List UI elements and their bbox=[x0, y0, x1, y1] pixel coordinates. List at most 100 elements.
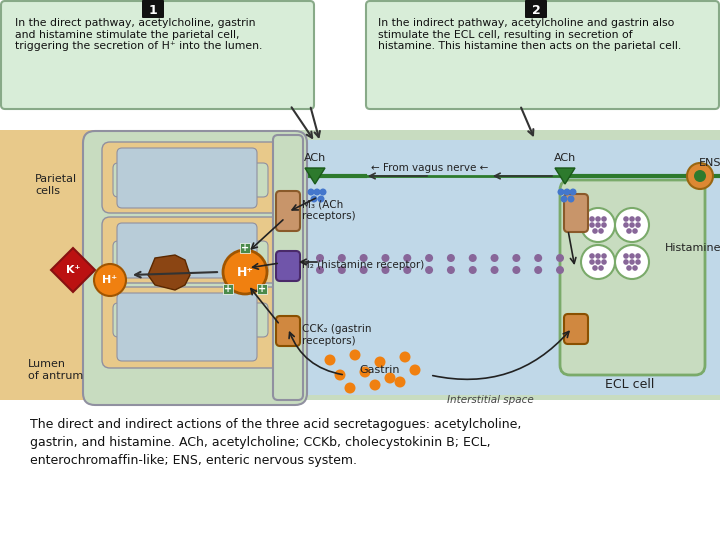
FancyBboxPatch shape bbox=[113, 241, 268, 275]
Bar bbox=[240, 243, 250, 253]
Bar bbox=[257, 284, 267, 294]
Circle shape bbox=[338, 254, 346, 262]
Circle shape bbox=[624, 216, 629, 222]
Circle shape bbox=[624, 253, 629, 259]
Circle shape bbox=[320, 188, 326, 195]
FancyBboxPatch shape bbox=[276, 251, 300, 281]
Text: +: + bbox=[241, 243, 249, 253]
FancyBboxPatch shape bbox=[113, 163, 268, 197]
FancyBboxPatch shape bbox=[525, 0, 547, 18]
Text: 2: 2 bbox=[531, 3, 541, 17]
Text: ACh: ACh bbox=[304, 153, 326, 163]
Circle shape bbox=[635, 253, 641, 259]
FancyBboxPatch shape bbox=[117, 293, 257, 361]
Polygon shape bbox=[555, 168, 575, 184]
Text: K⁺: K⁺ bbox=[66, 265, 80, 275]
Bar bbox=[285, 140, 720, 395]
Circle shape bbox=[567, 195, 575, 202]
Circle shape bbox=[601, 259, 607, 265]
FancyBboxPatch shape bbox=[366, 1, 719, 109]
Circle shape bbox=[513, 254, 521, 262]
Circle shape bbox=[490, 266, 498, 274]
Bar bbox=[0, 130, 175, 400]
Circle shape bbox=[556, 254, 564, 262]
FancyBboxPatch shape bbox=[564, 194, 588, 232]
Circle shape bbox=[382, 266, 390, 274]
Circle shape bbox=[624, 259, 629, 265]
Circle shape bbox=[601, 222, 607, 228]
Circle shape bbox=[395, 376, 405, 388]
Circle shape bbox=[598, 228, 604, 234]
Text: CCK₂ (gastrin
receptors): CCK₂ (gastrin receptors) bbox=[302, 324, 372, 346]
Circle shape bbox=[598, 265, 604, 271]
Circle shape bbox=[595, 222, 600, 228]
FancyBboxPatch shape bbox=[117, 148, 257, 208]
FancyBboxPatch shape bbox=[102, 142, 283, 213]
FancyBboxPatch shape bbox=[564, 314, 588, 344]
FancyBboxPatch shape bbox=[276, 191, 300, 231]
Circle shape bbox=[374, 356, 385, 368]
Circle shape bbox=[425, 254, 433, 262]
Text: In the indirect pathway, acetylcholine and gastrin also
stimulate the ECL cell, : In the indirect pathway, acetylcholine a… bbox=[378, 18, 681, 51]
Circle shape bbox=[626, 265, 632, 271]
Circle shape bbox=[534, 254, 542, 262]
Text: Interstitial space: Interstitial space bbox=[446, 395, 534, 405]
Text: In the direct pathway, acetylcholine, gastrin
and histamine stimulate the pariet: In the direct pathway, acetylcholine, ga… bbox=[15, 18, 262, 51]
Circle shape bbox=[307, 188, 315, 195]
Circle shape bbox=[223, 250, 267, 294]
Circle shape bbox=[635, 216, 641, 222]
Circle shape bbox=[615, 208, 649, 242]
Bar bbox=[223, 284, 233, 294]
Circle shape bbox=[382, 254, 390, 262]
Circle shape bbox=[469, 266, 477, 274]
Circle shape bbox=[629, 253, 635, 259]
Circle shape bbox=[593, 265, 598, 271]
Polygon shape bbox=[51, 248, 95, 292]
Circle shape bbox=[626, 228, 632, 234]
Text: ← From vagus nerve ←: ← From vagus nerve ← bbox=[372, 163, 489, 173]
Text: Parietal
cells: Parietal cells bbox=[35, 174, 77, 196]
Circle shape bbox=[560, 195, 567, 202]
Polygon shape bbox=[305, 168, 325, 184]
Circle shape bbox=[615, 245, 649, 279]
Circle shape bbox=[581, 208, 615, 242]
Circle shape bbox=[589, 253, 595, 259]
FancyBboxPatch shape bbox=[83, 131, 307, 405]
Circle shape bbox=[534, 266, 542, 274]
Circle shape bbox=[359, 367, 371, 377]
Circle shape bbox=[570, 188, 577, 195]
Circle shape bbox=[632, 265, 638, 271]
Text: H⁺: H⁺ bbox=[102, 275, 117, 285]
Circle shape bbox=[400, 352, 410, 362]
Circle shape bbox=[635, 259, 641, 265]
Circle shape bbox=[635, 222, 641, 228]
FancyBboxPatch shape bbox=[273, 135, 303, 400]
Circle shape bbox=[316, 266, 324, 274]
Text: gastrin, and histamine. ACh, acetylcholine; CCKb, cholecystokinin B; ECL,: gastrin, and histamine. ACh, acetylcholi… bbox=[30, 436, 490, 449]
Circle shape bbox=[447, 266, 455, 274]
Text: ACh: ACh bbox=[554, 153, 576, 163]
Circle shape bbox=[344, 382, 356, 394]
Circle shape bbox=[589, 222, 595, 228]
Circle shape bbox=[369, 380, 380, 390]
Bar bbox=[0, 130, 720, 400]
Text: Histamine: Histamine bbox=[665, 243, 720, 253]
Circle shape bbox=[589, 259, 595, 265]
Text: +: + bbox=[258, 284, 266, 294]
Circle shape bbox=[601, 253, 607, 259]
Text: 1: 1 bbox=[148, 3, 158, 17]
Text: Lumen
of antrum: Lumen of antrum bbox=[28, 359, 84, 381]
Circle shape bbox=[447, 254, 455, 262]
Circle shape bbox=[403, 266, 411, 274]
Circle shape bbox=[338, 266, 346, 274]
FancyBboxPatch shape bbox=[102, 287, 283, 368]
Polygon shape bbox=[148, 255, 190, 290]
Circle shape bbox=[595, 259, 600, 265]
FancyBboxPatch shape bbox=[102, 217, 283, 283]
Text: Gastrin: Gastrin bbox=[360, 365, 400, 375]
Circle shape bbox=[624, 222, 629, 228]
Circle shape bbox=[629, 216, 635, 222]
Circle shape bbox=[410, 364, 420, 375]
Circle shape bbox=[349, 349, 361, 361]
Text: H⁺: H⁺ bbox=[236, 266, 253, 279]
